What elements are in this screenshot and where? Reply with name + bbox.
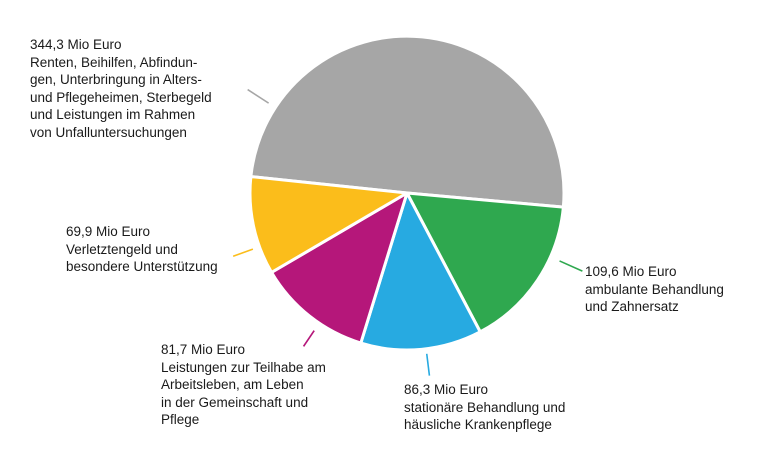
slice-category-label: stationäre Behandlung und häusliche Kran…: [404, 399, 566, 433]
leader-line-0: [247, 88, 270, 104]
leader-lines: [232, 88, 583, 376]
slice-label-0: 344,3 Mio Euro Renten, Beihilfen, Abfind…: [30, 36, 212, 141]
slice-category-label: Verletztengeld und besondere Unterstützu…: [66, 241, 218, 275]
leader-line-3: [302, 330, 315, 347]
leader-line-2: [425, 353, 431, 376]
slice-label-1: 109,6 Mio Euro ambulante Behandlung und …: [585, 263, 724, 316]
leader-line-4: [232, 248, 254, 258]
pie-slice-3: [270, 191, 409, 345]
slice-value-label: 86,3 Mio Euro: [404, 382, 489, 397]
slice-label-2: 86,3 Mio Euro stationäre Behandlung und …: [404, 381, 565, 434]
pie-slices: [248, 34, 566, 352]
slice-value-label: 344,3 Mio Euro: [30, 37, 122, 52]
pie-slice-2: [359, 191, 482, 352]
pie-slice-0: [249, 34, 566, 209]
slice-value-label: 81,7 Mio Euro: [161, 342, 246, 357]
slice-label-4: 69,9 Mio Euro Verletztengeld und besonde…: [66, 223, 218, 276]
pie-slice-1: [405, 191, 565, 334]
slice-value-label: 69,9 Mio Euro: [66, 224, 151, 239]
slice-category-label: Renten, Beihilfen, Abfindun- gen, Unterb…: [30, 54, 212, 140]
slice-category-label: Leistungen zur Teilhabe am Arbeitsleben,…: [161, 359, 326, 428]
slice-label-3: 81,7 Mio Euro Leistungen zur Teilhabe am…: [161, 341, 326, 429]
pie-slice-4: [248, 175, 409, 274]
leader-line-1: [559, 260, 583, 272]
slice-category-label: ambulante Behandlung und Zahnersatz: [585, 281, 724, 315]
slice-value-label: 109,6 Mio Euro: [585, 264, 677, 279]
